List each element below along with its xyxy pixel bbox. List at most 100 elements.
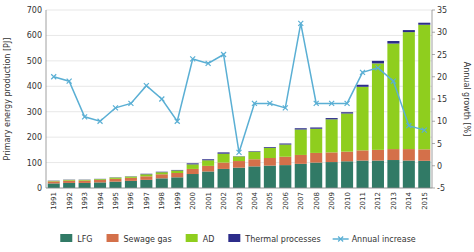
x-axis-line (46, 188, 432, 189)
bar-segment (48, 183, 60, 188)
grid-line (46, 188, 432, 189)
bar-segment (202, 166, 214, 172)
bar-segment (326, 119, 338, 152)
bar-segment (140, 176, 152, 180)
line-marker (329, 101, 334, 106)
legend: LFGSewage gasADThermal processesAnnual i… (60, 234, 416, 244)
bar-segment (109, 177, 121, 178)
bar-segment (48, 180, 60, 181)
bar-segment (218, 169, 230, 188)
grid-line (46, 35, 432, 36)
bar-segment (248, 151, 260, 153)
line-marker (113, 105, 118, 110)
line-marker (221, 52, 226, 57)
bar-segment (310, 127, 322, 128)
bar-segment (341, 112, 353, 113)
bar-segment (341, 152, 353, 162)
y2-tick-label: 25 (437, 51, 447, 60)
bar-segment (48, 180, 60, 182)
bar-segment (403, 149, 415, 160)
bar-segment (79, 181, 91, 183)
bar-segment (248, 166, 260, 188)
bar-segment (264, 148, 276, 158)
bar-segment (418, 25, 430, 150)
grid (46, 10, 432, 188)
line-marker (51, 74, 56, 79)
bar-segment (156, 171, 168, 173)
legend-label: Annual increase (352, 235, 416, 244)
legend-label: Thermal processes (244, 235, 320, 244)
bar-segment (295, 128, 307, 129)
bar-segment (356, 161, 368, 188)
bar-segment (295, 130, 307, 155)
y2-tick-label: -5 (437, 184, 445, 193)
x-tick-label: 2010 (344, 192, 352, 210)
y2-tick (432, 32, 435, 33)
line-marker (98, 119, 103, 124)
bar-segment (295, 155, 307, 164)
bar-segment (387, 44, 399, 150)
grid-line (46, 10, 432, 11)
y-axis-label: Primary energy production [PJ] (3, 38, 12, 161)
x-tick-label: 1995 (112, 192, 120, 210)
x-tick-label: 1999 (174, 192, 182, 210)
bar-segment (140, 174, 152, 176)
bar-segment (156, 172, 168, 174)
y-axis-line (46, 10, 47, 188)
bar-segment (202, 160, 214, 166)
x-tick-label: 2011 (359, 192, 367, 210)
x-tick-label: 2001 (205, 192, 213, 210)
x-tick-label: 2004 (251, 191, 259, 209)
legend-swatch (60, 234, 72, 242)
legend-marker (338, 237, 343, 242)
line-marker (267, 101, 272, 106)
bar-segment (264, 147, 276, 149)
legend-swatch (107, 234, 119, 242)
bar-segment (156, 174, 168, 178)
x-tick-label: 1997 (143, 192, 151, 210)
bar-segment (387, 41, 399, 44)
bar-segment (63, 181, 75, 183)
bar-segment (94, 182, 106, 188)
line-marker (422, 128, 427, 133)
bar-segment (94, 178, 106, 179)
bar-segment (233, 161, 245, 168)
bar-segment (341, 161, 353, 188)
bar-segment (94, 179, 106, 181)
bar-segment (403, 32, 415, 149)
line-marker (67, 79, 72, 84)
y2-tick (432, 54, 435, 55)
bar-segment (310, 153, 322, 163)
y2-tick (432, 76, 435, 77)
line-marker (252, 101, 257, 106)
bar-segment (310, 163, 322, 188)
bar-segment (218, 152, 230, 153)
bar-segment (356, 85, 368, 87)
y2-tick (432, 143, 435, 144)
line-marker (345, 101, 350, 106)
bar-segment (125, 177, 137, 178)
bar-segment (264, 158, 276, 166)
y2-tick (432, 121, 435, 122)
bar-segment (171, 173, 183, 177)
bar-segment (156, 178, 168, 188)
y-tick-label: 0 (37, 184, 42, 193)
bar-segment (187, 163, 199, 164)
line-marker (128, 101, 133, 106)
bar-segment (233, 168, 245, 188)
line-marker (206, 61, 211, 66)
bar-segment (248, 152, 260, 160)
bar-segment (403, 30, 415, 32)
bar-segment (418, 161, 430, 188)
x-tick-label: 1994 (97, 191, 105, 209)
line-marker (190, 56, 195, 61)
bar-segment (279, 145, 291, 157)
y-tick-label: 700 (27, 6, 42, 15)
x-tick-label: 2006 (282, 191, 290, 209)
x-tick-label: 2000 (189, 192, 197, 210)
line-marker (175, 119, 180, 124)
y2-tick (432, 10, 435, 11)
bar-segment (372, 150, 384, 161)
y2-axis-line (432, 10, 433, 188)
bar-segment (187, 169, 199, 174)
